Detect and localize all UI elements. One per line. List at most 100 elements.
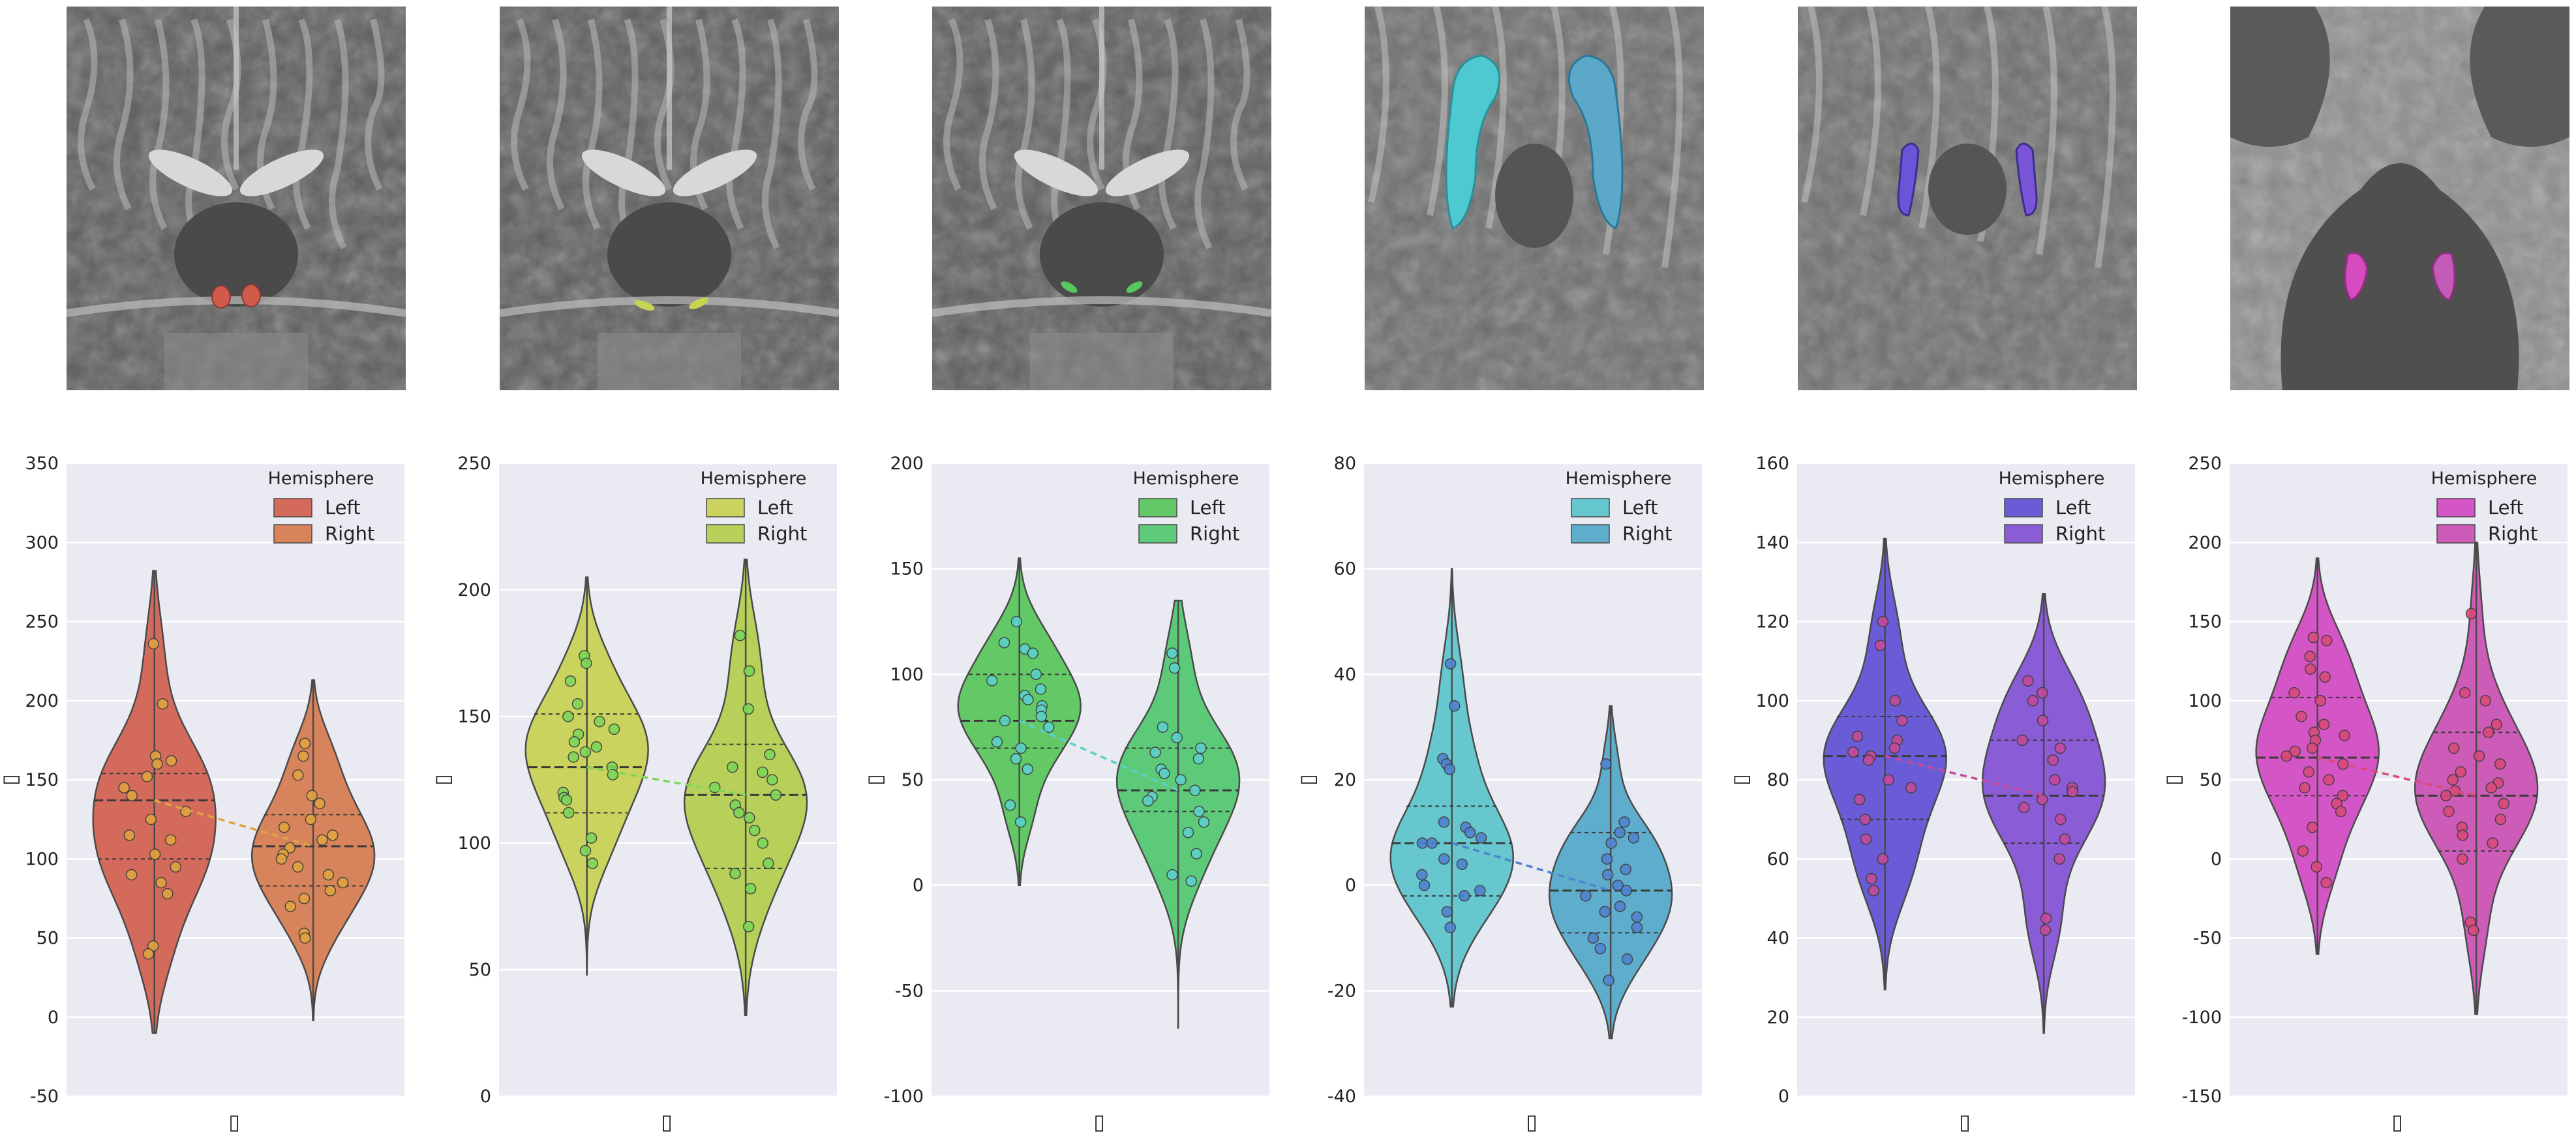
data-point [2307, 822, 2318, 833]
data-point [2494, 813, 2507, 826]
data-point [165, 755, 177, 767]
data-point [1603, 974, 1614, 986]
data-point [1601, 853, 1613, 865]
x-axis-label: ▯ [2391, 1109, 2403, 1134]
data-point [2037, 715, 2049, 726]
data-point [563, 807, 575, 819]
data-point [1166, 869, 1178, 881]
data-point [1444, 921, 1456, 934]
y-tick-label: 160 [1755, 454, 1789, 474]
data-point [2447, 742, 2460, 754]
data-point [2479, 695, 2492, 707]
y-axis-label: ▯ [1728, 774, 1753, 786]
data-point [2306, 742, 2318, 754]
legend-swatch-right [706, 524, 745, 544]
data-point [564, 675, 577, 687]
data-point [586, 857, 599, 869]
data-point [2459, 687, 2471, 699]
data-point [1612, 879, 1624, 891]
data-point [757, 766, 768, 779]
data-point [1464, 827, 1476, 839]
data-point [337, 876, 349, 889]
data-point [2289, 745, 2301, 758]
data-point [1888, 742, 1901, 754]
legend-label-left: Left [2488, 497, 2524, 519]
data-point [1027, 647, 1039, 659]
data-point [1015, 742, 1027, 754]
y-tick-label: 140 [1755, 532, 1789, 553]
data-point [749, 824, 761, 837]
data-point [1614, 901, 1626, 912]
data-point [1035, 711, 1048, 722]
data-point [327, 829, 339, 841]
data-point [2465, 608, 2478, 620]
data-point [744, 812, 755, 824]
data-point [1618, 816, 1630, 828]
data-point [2485, 782, 2497, 794]
data-point [1868, 885, 1880, 897]
data-point [568, 736, 581, 748]
data-point [1628, 832, 1640, 844]
data-point [141, 771, 153, 782]
data-point [2457, 829, 2468, 841]
data-point [278, 822, 290, 833]
data-point [2304, 651, 2316, 662]
y-tick-label: 0 [1778, 1087, 1789, 1107]
data-point [571, 698, 584, 710]
data-point [126, 790, 138, 802]
y-tick-label: -50 [2193, 929, 2222, 949]
data-point [581, 657, 592, 670]
legend-swatch-right [1138, 524, 1177, 544]
violin-chart-5: 0 20 40 60 80 100 120 140 160 ▯ ▯ Hemisphere Left Rig… [1728, 454, 2135, 1134]
x-axis-label: ▯ [1093, 1109, 1105, 1134]
data-point [1022, 764, 1033, 775]
data-point [2040, 912, 2052, 924]
data-point [1030, 668, 1042, 681]
data-point [2455, 766, 2467, 778]
data-point [2054, 742, 2066, 754]
data-point [1847, 746, 1859, 758]
data-point [157, 698, 169, 710]
brain-slice-1 [67, 7, 406, 390]
data-point [2483, 726, 2494, 739]
data-point [1631, 921, 1643, 934]
data-point [1168, 662, 1181, 674]
data-point [155, 876, 167, 889]
legend-label-left: Left [2055, 497, 2091, 519]
x-axis-label: ▯ [1526, 1109, 1538, 1134]
data-point [2457, 853, 2468, 865]
data-point [1418, 879, 1431, 891]
data-point [305, 813, 317, 826]
data-point [2016, 734, 2028, 747]
y-tick-label: 0 [913, 876, 924, 896]
data-point [322, 869, 335, 881]
violin-chart-4: -40 -20 0 20 40 60 80 ▯ ▯ Hemisphere Left Right [1295, 454, 1702, 1134]
data-point [1175, 774, 1187, 786]
data-point [314, 797, 326, 810]
y-tick-label: 200 [2188, 532, 2222, 553]
violin-panel-1: -50 0 50 100 150 200 250 300 350 ▯ ▯ Hemisphere Left… [0, 424, 404, 1142]
violin-panel-3: -100 -50 0 50 100 150 200 ▯ ▯ Hemisphere Left Right [862, 424, 1269, 1142]
data-point [2305, 663, 2316, 675]
violin-chart-2: 0 50 100 150 200 250 ▯ ▯ Hemisphere Left Right [430, 454, 837, 1134]
data-point [2307, 632, 2320, 643]
brain-slice-3 [932, 7, 1271, 390]
data-point [1438, 816, 1450, 828]
legend-title: Hemisphere [1133, 469, 1239, 489]
x-axis-label: ▯ [228, 1109, 240, 1134]
legend-label-right: Right [2055, 523, 2105, 545]
data-point [1475, 832, 1487, 844]
data-point [1620, 885, 1632, 897]
data-point [1600, 758, 1612, 770]
data-point [1043, 721, 1055, 733]
data-point [292, 769, 304, 781]
data-point [1851, 730, 1864, 743]
data-point [1444, 764, 1455, 775]
y-tick-label: 120 [1755, 612, 1789, 632]
data-point [1862, 754, 1875, 766]
y-tick-label: 100 [1755, 691, 1789, 711]
legend-swatch-right [1571, 524, 1610, 544]
data-point [763, 857, 774, 869]
data-point [590, 741, 603, 753]
median-connector [1018, 719, 1179, 792]
